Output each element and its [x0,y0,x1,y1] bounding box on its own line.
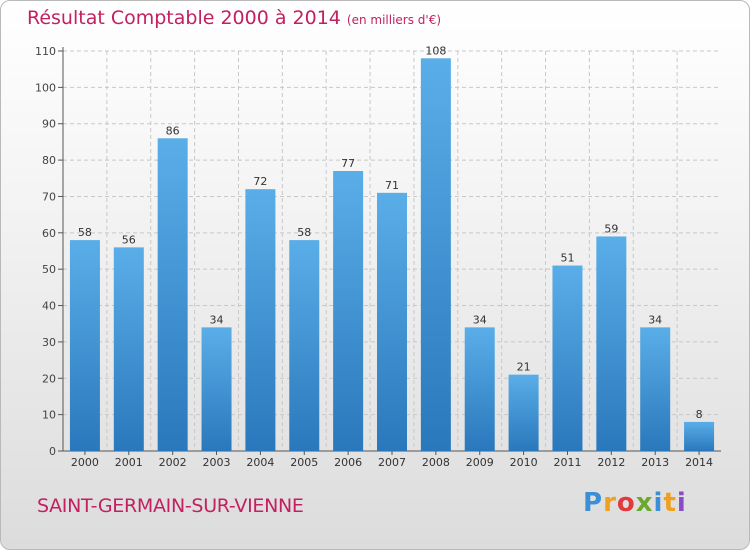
bar-value-label: 56 [122,233,136,246]
y-tick-label: 100 [35,81,56,94]
x-tick-label: 2008 [422,456,450,469]
y-tick-label: 90 [42,118,56,131]
bar [684,421,715,451]
bar-value-label: 72 [253,175,267,188]
x-tick-label: 2012 [597,456,625,469]
x-tick-label: 2005 [290,456,318,469]
x-tick-label: 2006 [334,456,362,469]
y-tick-label: 80 [42,154,56,167]
commune-name: SAINT-GERMAIN-SUR-VIENNE [37,495,304,517]
bar [420,58,451,451]
bar-value-label: 34 [473,313,487,326]
y-tick-label: 70 [42,190,56,203]
bar-value-label: 58 [297,226,311,239]
bar-value-label: 108 [425,44,446,57]
bar-value-label: 21 [517,361,531,374]
y-tick-label: 40 [42,300,56,313]
bar-value-label: 59 [604,222,618,235]
bar [289,240,320,451]
bar [596,236,627,451]
y-tick-label: 20 [42,372,56,385]
x-tick-label: 2003 [203,456,231,469]
y-tick-label: 30 [42,336,56,349]
x-tick-label: 2007 [378,456,406,469]
y-tick-label: 10 [42,409,56,422]
bar [640,327,671,451]
bar-value-label: 34 [648,313,662,326]
x-tick-label: 2009 [466,456,494,469]
bar-value-label: 34 [210,313,224,326]
y-tick-label: 110 [35,45,56,58]
y-tick-label: 60 [42,227,56,240]
bar [508,374,539,451]
y-tick-label: 0 [49,445,56,458]
x-tick-label: 2002 [159,456,187,469]
logo-letter: t [663,488,677,518]
bar [113,247,144,451]
chart-title-text: Résultat Comptable 2000 à 2014 [27,7,341,29]
x-tick-label: 2010 [510,456,538,469]
data-labels: 58 56 86 34 72 58 77 71 108 34 21 51 59 34 8 [78,44,703,421]
bar [333,171,364,451]
bar-value-label: 86 [166,124,180,137]
logo-letter: i [653,488,664,518]
chart-subtitle: (en milliers d'€) [346,13,442,27]
x-tick-label: 2001 [115,456,143,469]
bar [464,327,495,451]
bar [157,138,188,452]
bar [377,192,407,451]
x-tick-label: 2000 [71,456,99,469]
bar-value-label: 77 [341,157,355,170]
bar [245,189,276,451]
x-tick-label: 2011 [553,456,581,469]
logo-letter: r [603,488,617,518]
bar [201,327,232,451]
bar [69,240,100,451]
bar-value-label: 58 [78,226,92,239]
logo-letter: i [676,488,687,518]
bar [552,265,583,451]
proxiti-logo[interactable]: Proxiti [583,488,687,518]
bar-value-label: 51 [560,252,574,265]
logo-letter: x [635,488,654,518]
logo-letter: o [616,488,636,518]
x-tick-label: 2004 [246,456,274,469]
bars [69,58,715,452]
bar-value-label: 71 [385,179,399,192]
y-tick-label: 50 [42,263,56,276]
logo-letter: P [583,488,604,518]
x-tick-label: 2014 [685,456,713,469]
bar-value-label: 8 [696,408,703,421]
chart-title: Résultat Comptable 2000 à 2014 (en millie… [27,7,441,29]
x-tick-label: 2013 [641,456,669,469]
